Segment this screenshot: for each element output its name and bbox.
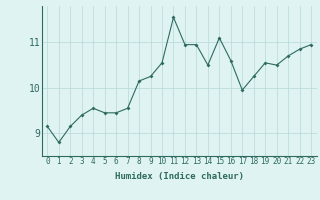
X-axis label: Humidex (Indice chaleur): Humidex (Indice chaleur) [115, 172, 244, 181]
